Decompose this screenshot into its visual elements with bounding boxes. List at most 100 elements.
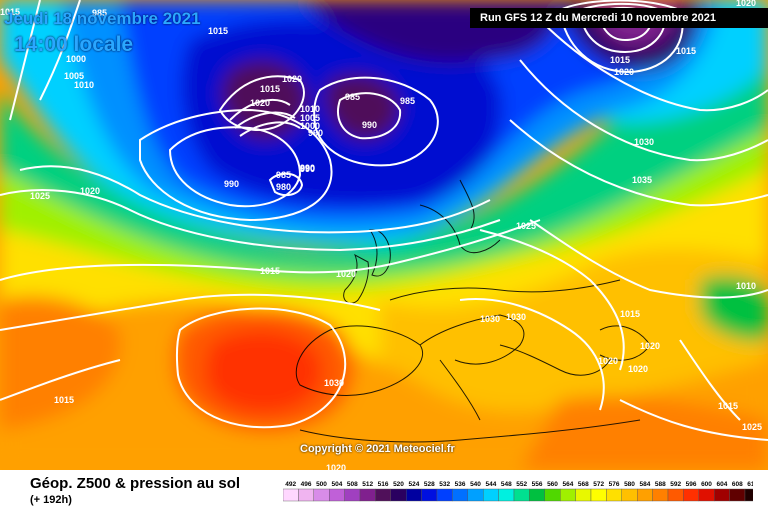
isobar-label: 1020: [326, 463, 346, 470]
scale-tick-label: 520: [393, 481, 404, 488]
isobar-label: 980: [276, 182, 291, 192]
isobar-label: 990: [362, 120, 377, 130]
scale-swatch: [606, 488, 622, 502]
isobar-label: 1020: [80, 186, 100, 196]
isobar-label: 1030: [506, 312, 526, 322]
isobar-label: 1025: [742, 422, 762, 432]
isobar-label: 1020: [282, 74, 302, 84]
scale-swatch: [560, 488, 576, 502]
scale-swatch: [421, 488, 438, 502]
scale-swatch: [298, 488, 314, 502]
isobar-label: 985: [400, 96, 415, 106]
isobar-label: 1015: [620, 309, 640, 319]
isobar-label: 1010: [74, 80, 94, 90]
scale-swatch: [436, 488, 453, 502]
scale-tick-label: 532: [439, 481, 450, 488]
scale-tick-label: 528: [424, 481, 435, 488]
scale-swatch: [652, 488, 669, 502]
scale-swatch: [744, 488, 753, 502]
isobar-label: 1020: [736, 0, 756, 8]
geopotential-field: 985 1015 1000 1005 1010 1020 1015 1020 1…: [0, 0, 768, 470]
scale-swatch: [698, 488, 715, 502]
scale-swatch: [375, 488, 392, 502]
isobar-label: 1030: [324, 378, 344, 388]
scale-swatch: [283, 488, 299, 502]
scale-swatch: [405, 488, 422, 502]
scale-swatch: [513, 488, 530, 502]
isobar-label: 1000: [300, 121, 320, 131]
isobars: [0, 0, 768, 441]
isobar-label: 990: [300, 164, 315, 174]
isobar-label: 1030: [480, 314, 500, 324]
scale-tick-label: 524: [408, 481, 419, 488]
scale-tick-label: 536: [455, 481, 466, 488]
scale-tick-label: 568: [578, 481, 589, 488]
scale-tick-label: 588: [655, 481, 666, 488]
scale-swatch: [544, 488, 561, 502]
isobar-label: 985: [92, 8, 107, 18]
scale-tick-label: 572: [593, 481, 604, 488]
scale-swatch: [482, 488, 499, 502]
isobar-label: 1015: [0, 7, 20, 17]
scale-swatch: [529, 488, 545, 502]
isobar-label: 1020: [336, 269, 356, 279]
weather-map: 985 1015 1000 1005 1010 1020 1015 1020 1…: [0, 0, 768, 470]
color-scale: 492 496 500 504 508 512 516 520 524 528 532 536 540 5…: [283, 481, 753, 502]
scale-swatch: [313, 488, 330, 502]
isobar-label: 985: [276, 170, 291, 180]
scale-swatch: [359, 488, 376, 502]
isobar-label: 1020: [640, 341, 660, 351]
scale-swatch: [344, 488, 361, 502]
isobar-label: 1020: [250, 98, 270, 108]
isobar-label: 1025: [516, 221, 536, 231]
scale-swatch: [575, 488, 592, 502]
scale-tick-label: 544: [485, 481, 496, 488]
scale-tick-label: 564: [562, 481, 573, 488]
isobar-label: 1025: [30, 191, 50, 201]
scale-swatch: [683, 488, 699, 502]
isobar-label: 990: [300, 163, 315, 173]
isobar-label: 1015: [260, 266, 280, 276]
forecast-lead-time: (+ 192h): [30, 494, 72, 506]
scale-tick-label: 584: [639, 481, 650, 488]
isobar-label: 1010: [736, 281, 756, 291]
isobar-label: 1010: [300, 104, 320, 114]
isobar-label: 1015: [208, 26, 228, 36]
scale-swatch: [498, 488, 515, 502]
scale-tick-label: 596: [686, 481, 697, 488]
isobar-label: 1005: [300, 113, 320, 123]
isobar-label: 1020: [598, 356, 618, 366]
scale-tick-label: 608: [732, 481, 743, 488]
isobar-label: 1015: [610, 55, 630, 65]
scale-swatch: [714, 488, 730, 502]
scale-swatch: [729, 488, 746, 502]
isobar-label: 990: [224, 179, 239, 189]
isobar-label: 1005: [64, 71, 84, 81]
scale-tick-label: 492: [285, 481, 296, 488]
scale-tick-label: 592: [670, 481, 681, 488]
scale-tick-label: 604: [716, 481, 727, 488]
isobar-label: 1030: [634, 137, 654, 147]
isobar-label: 1015: [718, 401, 738, 411]
isobar-label: 1015: [676, 46, 696, 56]
scale-tick-label: 556: [532, 481, 543, 488]
scale-tick-label: 580: [624, 481, 635, 488]
isobar-label: 1020: [628, 364, 648, 374]
isobar-label: 1000: [66, 54, 86, 64]
scale-tick-label: 512: [362, 481, 373, 488]
scale-tick-label: 576: [609, 481, 620, 488]
scale-swatch: [329, 488, 345, 502]
copyright-notice: Copyright © 2021 Meteociel.fr: [300, 443, 455, 455]
scale-tick-label: 504: [331, 481, 342, 488]
scale-swatch: [590, 488, 607, 502]
run-info-banner: Run GFS 12 Z du Mercredi 10 novembre 202…: [470, 8, 768, 28]
scale-swatch: [667, 488, 684, 502]
scale-tick-label: 560: [547, 481, 558, 488]
scale-tick-label: 508: [347, 481, 358, 488]
forecast-time: 14:00 locale: [14, 33, 134, 56]
scale-swatch: [467, 488, 484, 502]
scale-tick-label: 540: [470, 481, 481, 488]
scale-tick-label: 612: [747, 481, 753, 488]
scale-tick-label: 548: [501, 481, 512, 488]
isobar-label: 985: [345, 92, 360, 102]
